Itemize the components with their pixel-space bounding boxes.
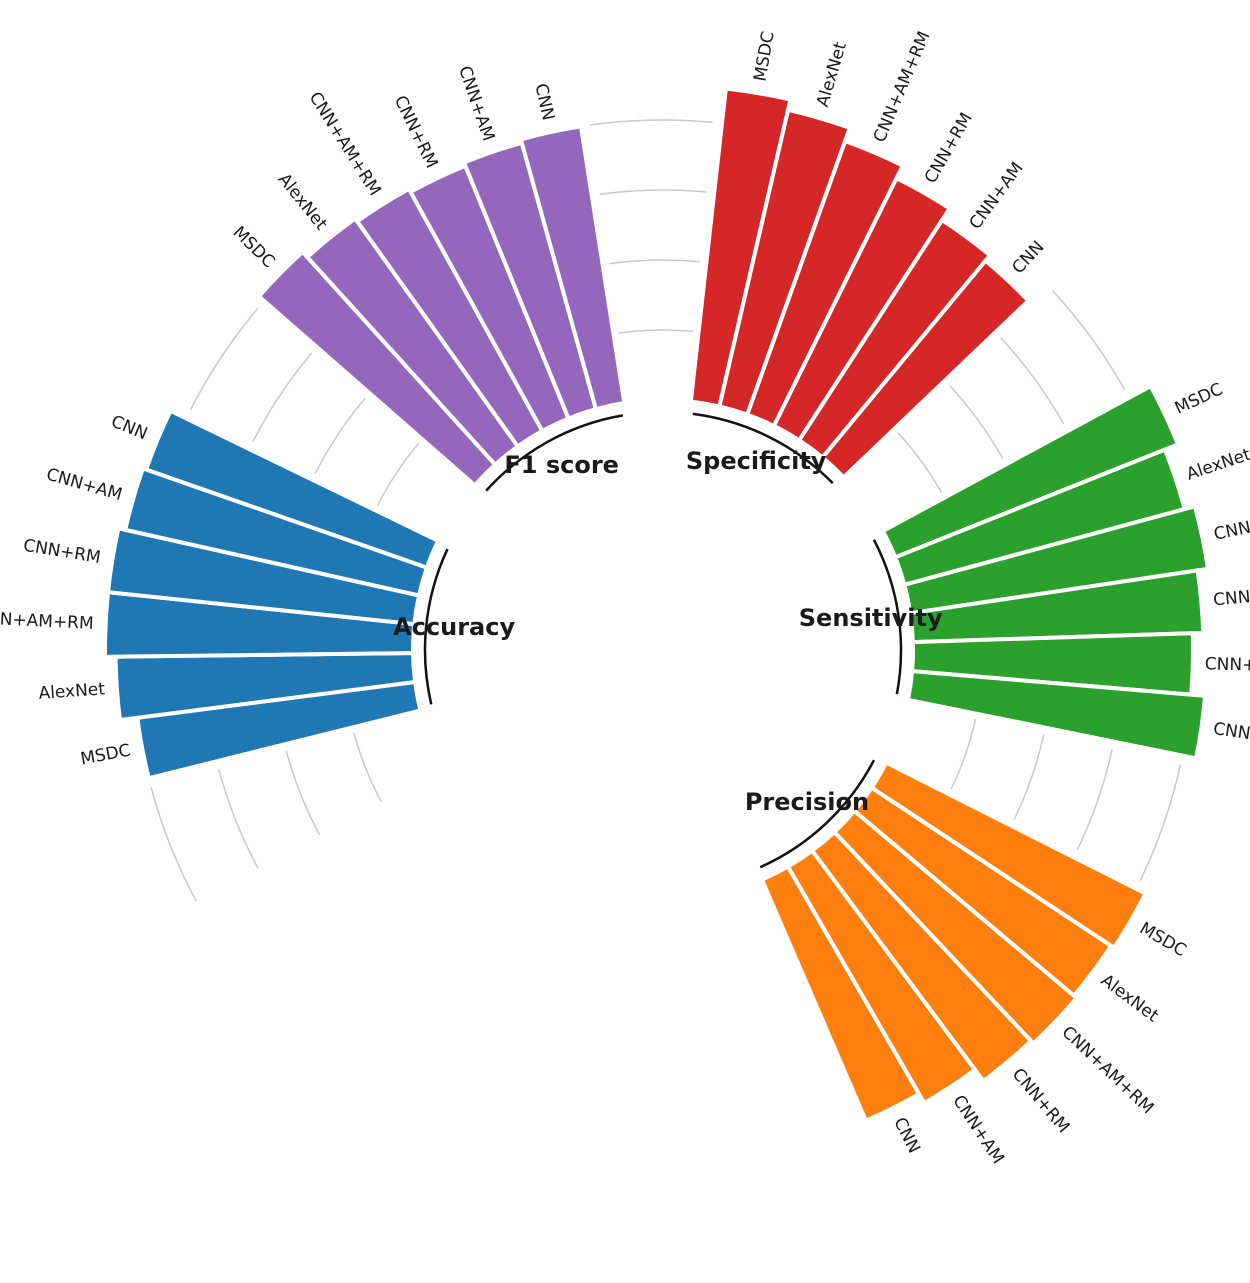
bar-label: CNN+AM+RM	[0, 608, 94, 633]
bar-precision-cnn	[759, 863, 922, 1124]
group-label: Specificity	[686, 447, 827, 475]
bar-specificity-alexnet	[717, 107, 853, 418]
grid-arc	[252, 352, 313, 443]
grid-arc	[897, 432, 943, 494]
bar-f1-score-cnn	[518, 124, 627, 412]
bar-f1-score-msdc	[256, 249, 499, 489]
grid-arc	[1013, 734, 1045, 820]
bar-label: MSDC	[79, 741, 132, 770]
grid-arc	[376, 442, 420, 506]
bar-label: CNN	[1008, 237, 1048, 278]
bar-label: MSDC	[1136, 918, 1190, 961]
grid-arc	[285, 750, 321, 836]
bar-label: AlexNet	[1184, 445, 1250, 485]
bar-sensitivity-cnn-rm	[908, 568, 1206, 645]
bar-label: AlexNet	[38, 679, 106, 704]
bar-label: CNN+AM	[966, 159, 1028, 234]
bar-specificity-cnn-am	[796, 217, 993, 461]
bar-precision-cnn-rm	[809, 829, 1034, 1084]
bar-accuracy-cnn	[143, 408, 441, 571]
bar-label: CNN+RM	[1212, 584, 1250, 611]
group-arc	[692, 412, 834, 485]
group-arc	[872, 539, 903, 695]
bar-layer	[103, 86, 1211, 1124]
grid-arc	[217, 768, 259, 869]
bar-specificity-msdc	[688, 86, 793, 409]
group-label: Sensitivity	[799, 604, 943, 632]
bar-specificity-cnn-am-rm	[744, 138, 906, 429]
bar-label: CNN+AM	[1205, 654, 1250, 676]
bar-label: AlexNet	[1097, 971, 1162, 1027]
bar-label: CNN	[531, 82, 558, 123]
group-label: F1 score	[504, 451, 619, 479]
bar-sensitivity-cnn	[905, 668, 1208, 761]
bar-label: CNN+AM+RM	[870, 28, 935, 145]
group-arc	[485, 414, 624, 492]
grid-arc	[1051, 290, 1126, 391]
bar-label: MSDC	[229, 223, 279, 273]
grid-arc	[599, 189, 707, 196]
bar-accuracy-cnn-am	[122, 465, 430, 598]
grid-arc	[609, 259, 700, 265]
grid-arc	[189, 307, 259, 411]
grid-arc	[618, 329, 694, 334]
grid-arc	[949, 384, 1004, 459]
grid-arc	[1139, 764, 1182, 881]
bar-label: CNN	[1212, 719, 1250, 744]
grid-arc	[353, 732, 382, 803]
bar-precision-msdc	[868, 759, 1149, 951]
grid-arc	[590, 119, 713, 126]
bar-label: MSDC	[1172, 379, 1226, 418]
bar-label: AlexNet	[274, 170, 331, 235]
bar-sensitivity-msdc	[880, 383, 1181, 560]
bar-label: CNN+RM	[22, 536, 102, 568]
bar-label: MSDC	[751, 30, 779, 83]
bar-f1-score-alexnet	[304, 215, 521, 468]
bar-label: AlexNet	[813, 40, 851, 110]
bar-label: CNN	[108, 412, 150, 445]
bar-label: CNN+RM	[390, 93, 442, 172]
bar-precision-cnn-am-rm	[831, 808, 1080, 1047]
bar-label: CNN+AM	[948, 1092, 1007, 1168]
bar-label: CNN+RM	[1008, 1064, 1073, 1137]
bar-label: CNN	[889, 1114, 924, 1156]
bar-label: CNN+RM	[921, 109, 977, 187]
grid-layer	[150, 119, 1182, 902]
grid-arc	[1076, 749, 1113, 851]
bar-specificity-cnn-rm	[771, 175, 953, 444]
grid-arc	[1000, 337, 1065, 425]
bar-sensitivity-cnn-am-rm	[901, 503, 1211, 616]
bar-precision-cnn-am	[785, 847, 978, 1106]
group-arc	[759, 759, 876, 869]
bar-label: CNN+AM+RM	[1058, 1022, 1158, 1118]
grid-arc	[950, 719, 977, 790]
bar-label: CNN+AM	[454, 64, 498, 144]
bar-specificity-cnn	[819, 257, 1032, 481]
group-arc	[423, 548, 449, 705]
bar-accuracy-cnn-rm	[105, 525, 422, 627]
group-label: Accuracy	[393, 613, 515, 641]
bar-label: CNN+AM+RM	[305, 89, 385, 200]
group-label: Precision	[745, 788, 869, 816]
grid-arc	[314, 397, 366, 474]
bar-label: CNN+AM	[44, 465, 124, 506]
bar-label: CNN+AM+RM	[1212, 501, 1250, 545]
grid-arc	[150, 786, 197, 902]
bar-f1-score-cnn-am-rm	[354, 186, 546, 450]
